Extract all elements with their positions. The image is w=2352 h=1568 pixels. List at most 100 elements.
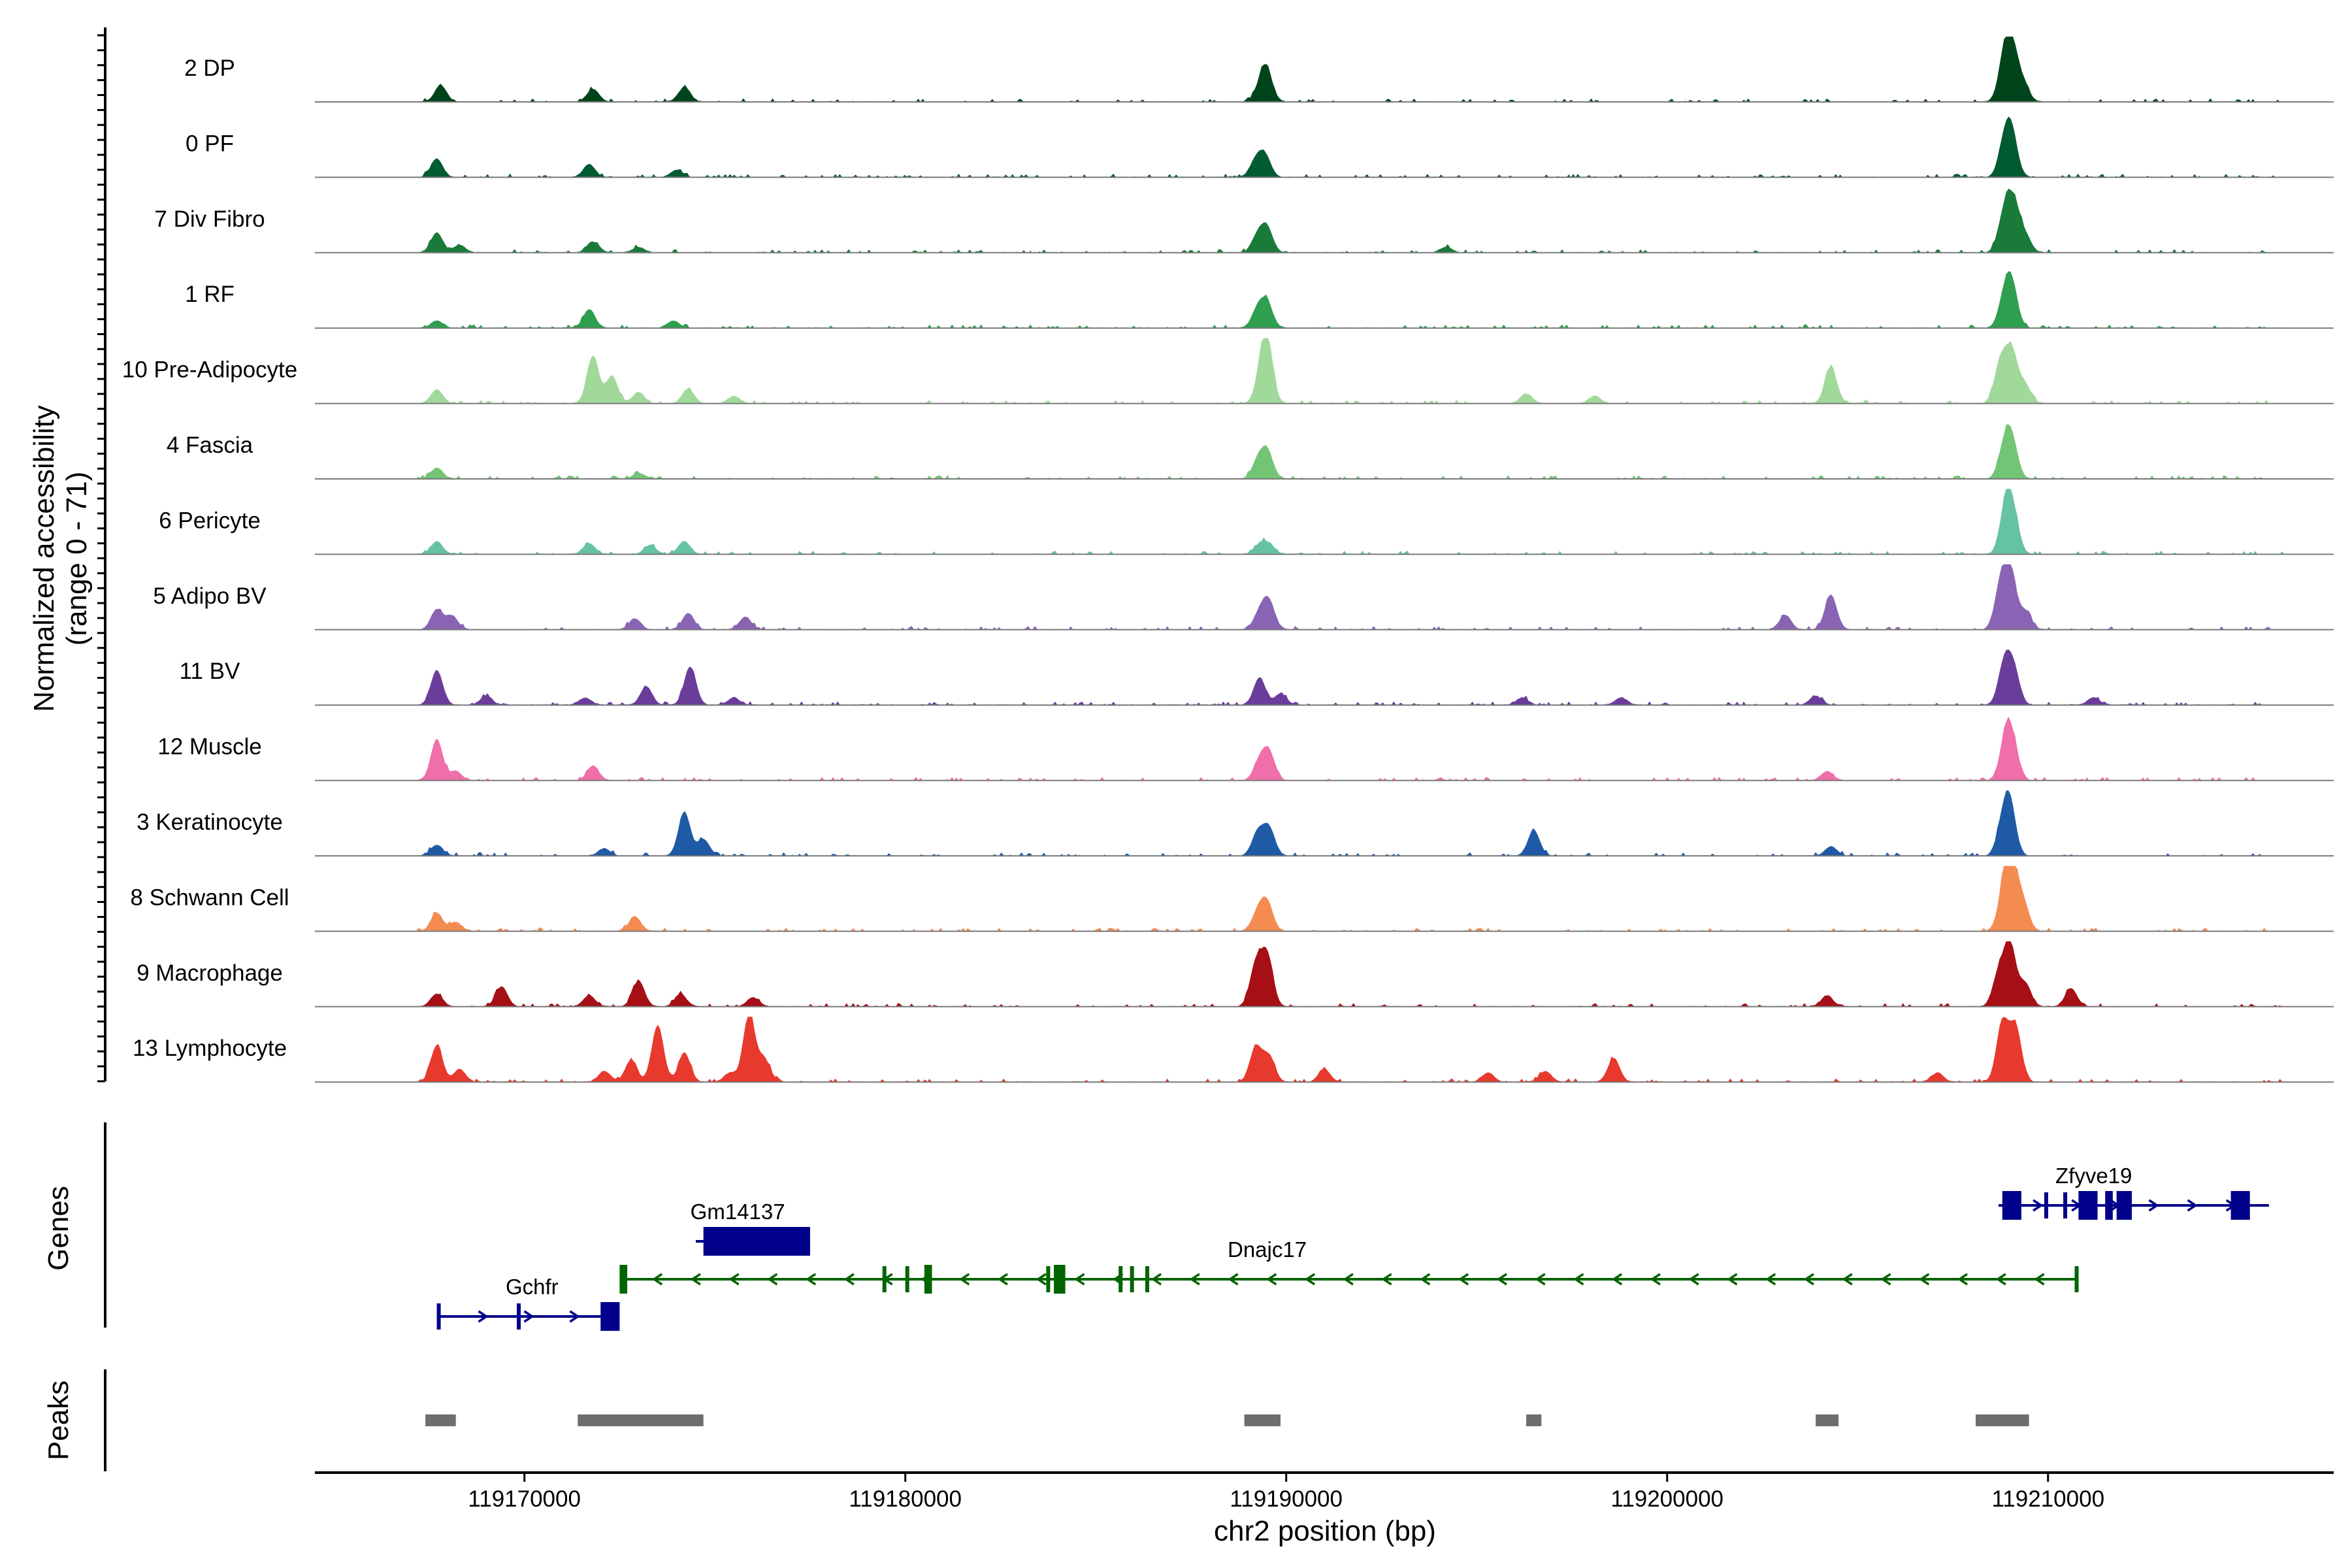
exon (517, 1303, 521, 1330)
exon (1046, 1266, 1051, 1292)
exon (600, 1302, 620, 1331)
peak-region (1526, 1414, 1542, 1426)
track-5-adipo-bv: 5 Adipo BV (153, 564, 2334, 630)
track-label: 1 RF (185, 282, 235, 307)
exon (2105, 1191, 2113, 1220)
coverage-y-axis (97, 27, 106, 1083)
strand-arrow (728, 1273, 740, 1286)
exon (905, 1266, 909, 1292)
strand-arrow (1688, 1273, 1699, 1286)
strand-arrow (1036, 1273, 1047, 1286)
peak-region (578, 1414, 704, 1426)
x-tick-label: 119200000 (1610, 1486, 1723, 1512)
gene-dnajc17: Dnajc17 (619, 1237, 2079, 1294)
track-label: 0 PF (186, 131, 234, 156)
gene-gm14137: Gm14137 (691, 1200, 810, 1256)
strand-arrow (2187, 1199, 2198, 1212)
strand-arrow (1420, 1273, 1431, 1286)
y-axis-title-line-2: (range 0 - 71) (61, 472, 93, 646)
strand-arrow (1727, 1273, 1738, 1286)
x-tick-label: 119180000 (849, 1486, 962, 1512)
y-axis-title-line-1: Normalized accessibility (28, 405, 60, 711)
strand-arrow (1803, 1273, 1815, 1286)
strand-arrow (1496, 1273, 1507, 1286)
track-2-dp: 2 DP (184, 37, 2334, 103)
coverage-area (315, 424, 2334, 479)
strand-arrow (523, 1310, 534, 1323)
strand-arrow (2033, 1199, 2044, 1212)
track-1-rf: 1 RF (185, 271, 2334, 329)
coverage-area (315, 188, 2334, 253)
exon (2063, 1192, 2068, 1218)
strand-arrow (1650, 1273, 1661, 1286)
strand-arrow (1151, 1273, 1162, 1286)
strand-arrow (478, 1310, 489, 1323)
coverage-tracks: 2 DP 0 PF 7 Div Fibro 1 RF 10 Pre-Adipocyte 4… (122, 37, 2334, 1083)
x-axis-title: chr2 position (bp) (1214, 1515, 1436, 1547)
peak-region (425, 1414, 456, 1426)
peaks-axis-title: Peaks (42, 1380, 74, 1460)
track-3-keratinocyte: 3 Keratinocyte (137, 791, 2334, 857)
track-10-pre-adipocyte: 10 Pre-Adipocyte (122, 338, 2334, 404)
coverage-area (315, 564, 2334, 630)
track-label: 5 Adipo BV (153, 583, 267, 609)
exon (2078, 1191, 2098, 1220)
exon (703, 1227, 810, 1256)
coverage-area (315, 271, 2334, 329)
coverage-area (315, 116, 2334, 178)
exon (1119, 1266, 1123, 1292)
track-8-schwann-cell: 8 Schwann Cell (130, 866, 2334, 932)
exon (1145, 1266, 1149, 1292)
track-label: 11 BV (180, 659, 240, 684)
x-tick-label: 119210000 (1991, 1486, 2104, 1512)
gene-zfyve19: Zfyve19 (1998, 1164, 2269, 1220)
exon (436, 1303, 441, 1330)
y-axis-title: Normalized accessibility (range 0 - 71) (28, 405, 93, 711)
peak-region (1975, 1414, 2029, 1426)
coverage-area (315, 489, 2334, 555)
track-13-lymphocyte: 13 Lymphocyte (133, 1017, 2334, 1083)
gene-label: Dnajc17 (1228, 1237, 1307, 1262)
track-label: 3 Keratinocyte (137, 809, 283, 835)
track-7-div-fibro: 7 Div Fibro (154, 188, 2334, 253)
peak-region (1244, 1414, 1281, 1426)
track-label: 13 Lymphocyte (133, 1036, 287, 1061)
coverage-area (315, 1017, 2334, 1083)
track-6-pericyte: 6 Pericyte (159, 489, 2334, 555)
strand-arrow (1458, 1273, 1469, 1286)
exon (882, 1266, 887, 1292)
track-label: 9 Macrophage (137, 960, 283, 986)
exon (924, 1265, 932, 1294)
peak-region (1816, 1414, 1839, 1426)
exon (1130, 1266, 1134, 1292)
coverage-area (315, 338, 2334, 404)
strand-arrow (1074, 1273, 1085, 1286)
strand-arrow (1343, 1273, 1354, 1286)
strand-arrow (997, 1273, 1009, 1286)
strand-arrow (1189, 1273, 1200, 1286)
coverage-area (315, 649, 2334, 706)
strand-arrow (1842, 1273, 1853, 1286)
gene-label: Gchfr (506, 1275, 559, 1299)
coverage-area (315, 716, 2334, 781)
track-label: 2 DP (184, 56, 235, 81)
gene-label: Gm14137 (691, 1200, 785, 1224)
track-label: 12 Muscle (157, 734, 262, 760)
strand-arrow (1765, 1273, 1776, 1286)
strand-arrow (1228, 1273, 1239, 1286)
strand-arrow (1919, 1273, 1930, 1286)
coverage-area (315, 37, 2334, 102)
peak-regions-track (425, 1414, 2029, 1426)
strand-arrow (1612, 1273, 1623, 1286)
track-label: 6 Pericyte (159, 508, 261, 533)
x-axis: 119170000 119180000 119190000 119200000 1192… (315, 1471, 2334, 1512)
strand-arrow (1880, 1273, 1891, 1286)
coverage-area (315, 941, 2334, 1007)
x-tick-label: 119170000 (468, 1486, 581, 1512)
coverage-area (315, 866, 2334, 932)
genes-axis-title: Genes (42, 1186, 74, 1271)
exon (1054, 1265, 1066, 1294)
strand-arrow (2034, 1273, 2045, 1286)
exon (2044, 1192, 2048, 1218)
